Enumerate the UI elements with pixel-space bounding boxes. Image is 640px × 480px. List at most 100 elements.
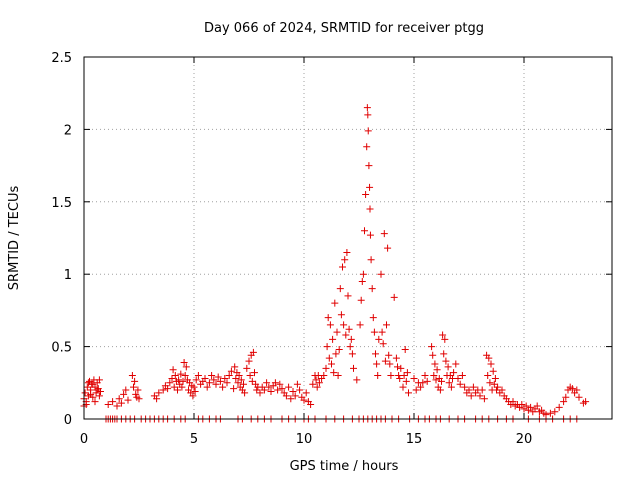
data-point (271, 379, 279, 387)
data-point (245, 357, 253, 365)
data-point (421, 372, 429, 380)
data-point (387, 372, 395, 380)
data-point (432, 376, 440, 384)
data-point (392, 354, 400, 362)
data-point (339, 263, 346, 271)
data-point (168, 374, 176, 382)
data-point (568, 385, 576, 393)
data-point (359, 270, 367, 278)
data-point (377, 270, 385, 278)
data-point (260, 386, 268, 394)
data-point (253, 386, 261, 394)
data-point (378, 328, 386, 336)
data-points (80, 104, 590, 423)
data-point (441, 335, 449, 343)
data-point (402, 377, 410, 385)
data-point (366, 231, 374, 239)
data-point (181, 372, 189, 380)
data-point (210, 376, 218, 384)
data-point (562, 393, 570, 401)
data-point (487, 360, 495, 368)
data-point (345, 325, 353, 333)
data-point (518, 401, 526, 409)
data-point (334, 372, 342, 380)
data-point (444, 363, 452, 371)
data-point (350, 364, 357, 372)
data-point (293, 380, 301, 388)
data-point (87, 390, 95, 398)
data-point (132, 390, 140, 398)
data-point (480, 395, 488, 403)
data-point (240, 380, 247, 388)
data-point (235, 372, 243, 380)
data-point (171, 372, 179, 380)
data-point (551, 408, 559, 416)
data-point (194, 372, 202, 380)
data-point (522, 402, 530, 410)
data-point (267, 387, 275, 395)
data-point (419, 379, 427, 387)
data-point (366, 183, 374, 191)
data-point (251, 369, 258, 377)
data-point (367, 256, 375, 264)
data-point (326, 321, 334, 329)
data-point (124, 396, 132, 404)
data-point (221, 374, 229, 382)
data-point (397, 364, 405, 372)
data-point (166, 379, 174, 387)
data-point (353, 376, 361, 384)
data-point (219, 383, 227, 391)
data-point (356, 321, 364, 329)
data-point (289, 387, 297, 395)
data-point (340, 321, 348, 329)
data-point (322, 364, 330, 372)
data-point (243, 364, 251, 372)
data-point (225, 372, 233, 380)
y-tick-label: 1.5 (51, 196, 72, 211)
data-point (546, 409, 554, 417)
data-point (231, 363, 239, 371)
data-point (237, 376, 245, 384)
data-point (104, 401, 112, 409)
data-point (131, 377, 139, 385)
data-point (313, 383, 321, 391)
y-tick-label: 2 (64, 123, 72, 138)
data-point (208, 372, 216, 380)
data-point (486, 379, 494, 387)
data-point (95, 392, 103, 400)
data-point (384, 244, 392, 252)
data-point (325, 354, 333, 362)
data-point (230, 385, 238, 393)
data-point (130, 383, 137, 391)
x-tick-label: 0 (80, 432, 88, 447)
data-point (134, 386, 142, 394)
data-point (575, 393, 583, 401)
data-point (405, 389, 412, 397)
data-point (445, 379, 453, 387)
data-point (274, 386, 282, 394)
x-tick-label: 10 (296, 432, 313, 447)
plot-frame (83, 56, 613, 420)
data-point (357, 296, 365, 304)
data-point (365, 162, 373, 170)
data-point (291, 392, 299, 400)
data-point (489, 367, 497, 375)
data-point (83, 383, 91, 391)
data-point (364, 111, 372, 119)
data-point (428, 343, 436, 351)
data-point (232, 374, 240, 382)
x-axis-ticks: 0 5 10 15 20 (80, 57, 532, 447)
data-point (417, 383, 425, 391)
data-point (296, 386, 304, 394)
data-point (109, 398, 117, 406)
data-point (287, 395, 295, 403)
data-point (307, 401, 315, 409)
data-point (241, 389, 249, 397)
data-point (95, 376, 103, 384)
data-point (494, 383, 502, 391)
data-point (383, 321, 390, 329)
data-point (285, 383, 293, 391)
data-point (227, 367, 235, 375)
data-point (347, 335, 355, 343)
data-point (390, 293, 398, 301)
